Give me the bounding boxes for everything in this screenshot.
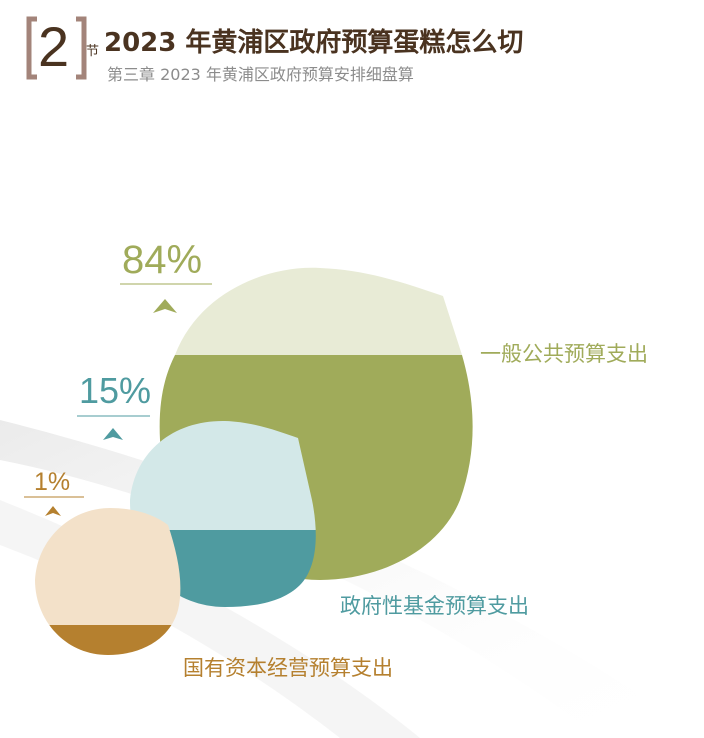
value-label-fund: 15% xyxy=(79,370,152,411)
section-number: 2 xyxy=(38,15,70,78)
page-subtitle: 第三章 2023 年黄浦区政府预算安排细盘算 xyxy=(107,65,414,84)
page-title: 2023 年黄浦区政府预算蛋糕怎么切 xyxy=(104,28,524,58)
up-arrow-icon xyxy=(103,428,123,440)
section-badge xyxy=(26,16,87,80)
category-label-general: 一般公共预算支出 xyxy=(480,342,648,366)
value-label-state-capital: 1% xyxy=(34,468,71,496)
value-label-general: 84% xyxy=(122,238,203,282)
section-suffix: 节 xyxy=(86,44,100,59)
category-label-state-capital: 国有资本经营预算支出 xyxy=(183,656,393,680)
up-arrow-icon xyxy=(45,506,61,516)
category-label-fund: 政府性基金预算支出 xyxy=(340,594,529,618)
egg-state-fill xyxy=(35,625,181,655)
up-arrow-icon xyxy=(153,299,177,313)
